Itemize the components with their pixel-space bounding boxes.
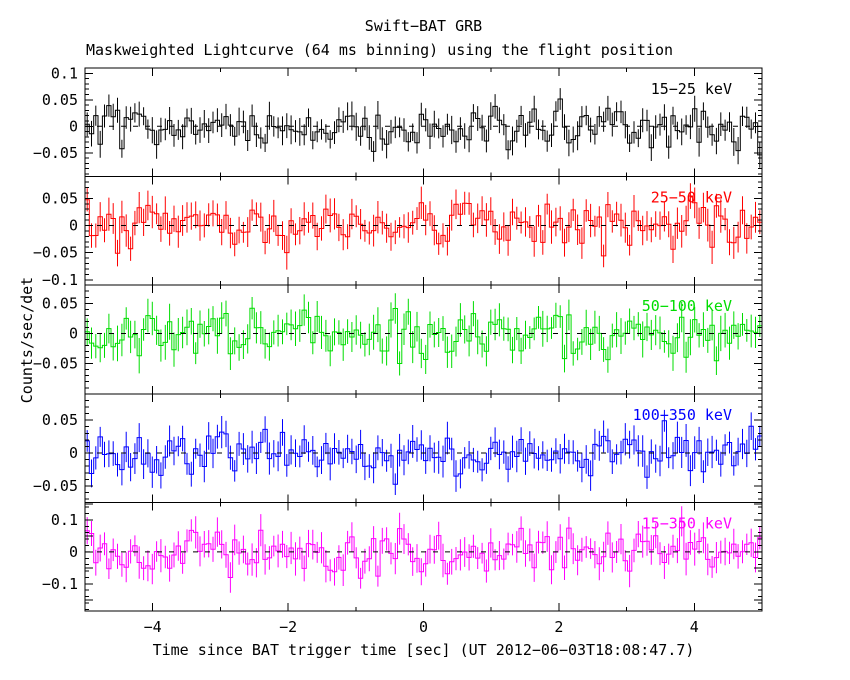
- band-15-25-kev-errorbars: [86, 88, 761, 168]
- band-15-350-kev-series: [85, 506, 762, 593]
- chart-title: Swift−BAT GRB: [364, 17, 483, 35]
- xtick-label: 2: [554, 618, 563, 636]
- band-15-350-kev-ytick-label: 0: [69, 543, 78, 561]
- band-15-25-kev-ytick-label: 0.05: [42, 91, 78, 109]
- chart-subtitle: Maskweighted Lightcurve (64 ms binning) …: [86, 41, 673, 59]
- x-axis-label: Time since BAT trigger time [sec] (UT 20…: [152, 641, 695, 659]
- band-15-350-kev-step-line: [85, 520, 762, 579]
- band-25-50-kev-step-line: [85, 195, 762, 257]
- band-25-50-kev-label: 25−50 keV: [651, 189, 732, 207]
- xtick-label: −4: [144, 618, 162, 636]
- xtick-label: −2: [279, 618, 297, 636]
- band-100-350-kev-label: 100−350 keV: [633, 406, 732, 424]
- band-25-50-kev-ytick-label: −0.1: [42, 271, 78, 289]
- band-50-100-kev-series: [85, 293, 762, 376]
- band-50-100-kev-ytick-label: 0.05: [42, 294, 78, 312]
- band-15-25-kev-series: [85, 88, 762, 168]
- band-50-100-kev-step-line: [85, 307, 762, 364]
- band-50-100-kev-label: 50−100 keV: [642, 297, 732, 315]
- band-15-25-kev-step-line: [85, 98, 762, 156]
- band-25-50-kev-ticks: [85, 176, 762, 286]
- band-50-100-kev-ytick-label: 0: [69, 325, 78, 343]
- band-15-25-kev-label: 15−25 keV: [651, 80, 732, 98]
- xtick-label: 0: [419, 618, 428, 636]
- band-25-50-kev-ytick-label: 0: [69, 217, 78, 235]
- band-15-350-kev-ytick-label: −0.1: [42, 575, 78, 593]
- band-100-350-kev-ytick-label: 0.05: [42, 411, 78, 429]
- band-15-25-kev-ytick-label: 0: [69, 117, 78, 135]
- xtick-label: 4: [690, 618, 699, 636]
- band-15-350-kev-ticks: [85, 502, 762, 611]
- band-100-350-kev-ytick-label: −0.05: [33, 477, 78, 495]
- band-25-50-kev-ytick-label: −0.05: [33, 244, 78, 262]
- band-15-25-kev-ticks: [85, 67, 762, 177]
- band-15-350-kev-label: 15−350 keV: [642, 514, 732, 532]
- band-15-25-kev-ytick-label: −0.05: [33, 144, 78, 162]
- band-100-350-kev-ytick-label: 0: [69, 444, 78, 462]
- band-15-350-kev-ytick-label: 0.1: [51, 511, 78, 529]
- band-100-350-kev-ticks: [85, 393, 762, 503]
- band-15-25-kev-ytick-label: 0.1: [51, 64, 78, 82]
- band-25-50-kev-series: [85, 183, 762, 270]
- band-50-100-kev-ytick-label: −0.05: [33, 355, 78, 373]
- band-25-50-kev-ytick-label: 0.05: [42, 189, 78, 207]
